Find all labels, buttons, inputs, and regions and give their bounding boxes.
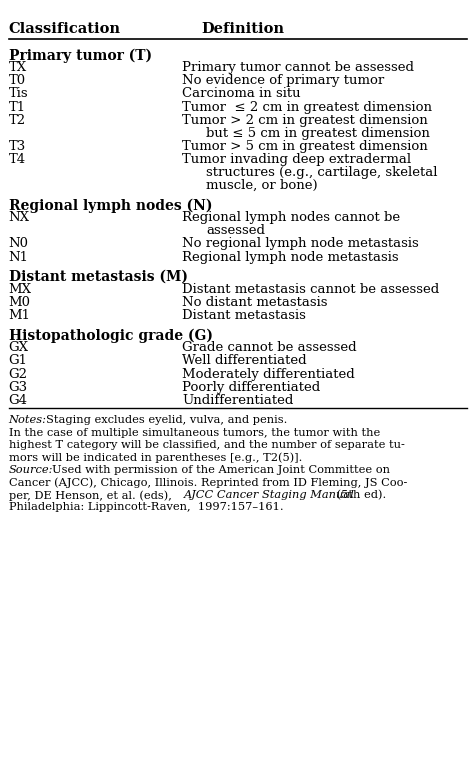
Text: Used with permission of the American Joint Committee on: Used with permission of the American Joi… [52, 465, 390, 475]
Text: No distant metastasis: No distant metastasis [182, 296, 328, 309]
Text: In the case of multiple simultaneous tumors, the tumor with the: In the case of multiple simultaneous tum… [9, 428, 380, 438]
Text: muscle, or bone): muscle, or bone) [206, 179, 318, 192]
Text: Histopathologic grade (G): Histopathologic grade (G) [9, 328, 212, 342]
Text: assessed: assessed [206, 224, 265, 237]
Text: T4: T4 [9, 152, 26, 166]
Text: Undifferentiated: Undifferentiated [182, 394, 294, 407]
Text: Tumor > 2 cm in greatest dimension: Tumor > 2 cm in greatest dimension [182, 114, 428, 127]
Text: GX: GX [9, 342, 28, 355]
Text: T0: T0 [9, 75, 26, 87]
Text: but ≤ 5 cm in greatest dimension: but ≤ 5 cm in greatest dimension [206, 127, 430, 140]
Text: Primary tumor cannot be assessed: Primary tumor cannot be assessed [182, 61, 414, 75]
Text: Moderately differentiated: Moderately differentiated [182, 367, 355, 380]
Text: highest T category will be classified, and the number of separate tu-: highest T category will be classified, a… [9, 440, 404, 450]
Text: N0: N0 [9, 237, 28, 251]
Text: T2: T2 [9, 114, 26, 127]
Text: NX: NX [9, 212, 29, 224]
Text: Regional lymph nodes (N): Regional lymph nodes (N) [9, 198, 212, 212]
Text: Regional lymph nodes cannot be: Regional lymph nodes cannot be [182, 212, 401, 224]
Text: Tumor > 5 cm in greatest dimension: Tumor > 5 cm in greatest dimension [182, 140, 428, 152]
Text: G1: G1 [9, 355, 27, 367]
Text: Classification: Classification [9, 22, 120, 36]
Text: Source:: Source: [9, 465, 53, 475]
Text: Well differentiated: Well differentiated [182, 355, 307, 367]
Text: structures (e.g., cartilage, skeletal: structures (e.g., cartilage, skeletal [206, 166, 438, 179]
Text: mors will be indicated in parentheses [e.g., T2(5)].: mors will be indicated in parentheses [e… [9, 453, 302, 463]
Text: Primary tumor (T): Primary tumor (T) [9, 48, 152, 62]
Text: per, DE Henson, et al. (eds),: per, DE Henson, et al. (eds), [9, 490, 175, 500]
Text: T1: T1 [9, 100, 26, 114]
Text: T3: T3 [9, 140, 26, 152]
Text: Tumor  ≤ 2 cm in greatest dimension: Tumor ≤ 2 cm in greatest dimension [182, 100, 432, 114]
Text: No evidence of primary tumor: No evidence of primary tumor [182, 75, 385, 87]
Text: Distant metastasis (M): Distant metastasis (M) [9, 270, 188, 284]
Text: (5th ed).: (5th ed). [333, 490, 386, 500]
Text: G2: G2 [9, 367, 27, 380]
Text: Definition: Definition [201, 22, 284, 36]
Text: N1: N1 [9, 251, 28, 264]
Text: Grade cannot be assessed: Grade cannot be assessed [182, 342, 357, 355]
Text: Tumor invading deep extradermal: Tumor invading deep extradermal [182, 152, 411, 166]
Text: Cancer (AJCC), Chicago, Illinois. Reprinted from ID Fleming, JS Coo-: Cancer (AJCC), Chicago, Illinois. Reprin… [9, 478, 407, 488]
Text: Distant metastasis cannot be assessed: Distant metastasis cannot be assessed [182, 283, 440, 296]
Text: No regional lymph node metastasis: No regional lymph node metastasis [182, 237, 419, 251]
Text: Poorly differentiated: Poorly differentiated [182, 380, 321, 394]
Text: Notes:: Notes: [9, 415, 46, 426]
Text: G4: G4 [9, 394, 27, 407]
Text: Distant metastasis: Distant metastasis [182, 309, 306, 322]
Text: Philadelphia: Lippincott-Raven,  1997:157–161.: Philadelphia: Lippincott-Raven, 1997:157… [9, 503, 283, 513]
Text: MX: MX [9, 283, 32, 296]
Text: Staging excludes eyelid, vulva, and penis.: Staging excludes eyelid, vulva, and peni… [46, 415, 287, 426]
Text: M1: M1 [9, 309, 30, 322]
Text: Regional lymph node metastasis: Regional lymph node metastasis [182, 251, 399, 264]
Text: G3: G3 [9, 380, 27, 394]
Text: AJCC Cancer Staging Manual: AJCC Cancer Staging Manual [184, 490, 355, 500]
Text: Tis: Tis [9, 87, 28, 100]
Text: M0: M0 [9, 296, 30, 309]
Text: Carcinoma in situ: Carcinoma in situ [182, 87, 301, 100]
Text: TX: TX [9, 61, 27, 75]
